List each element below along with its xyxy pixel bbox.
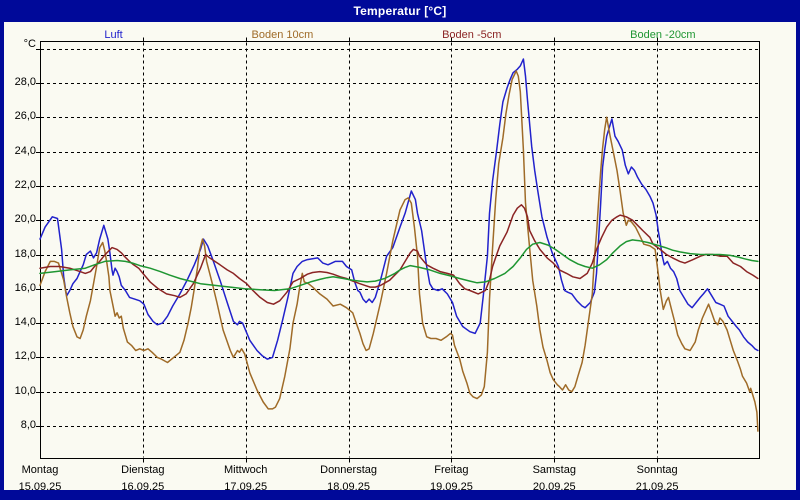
- x-axis-day-label: Montag: [21, 464, 59, 476]
- y-axis-tick-label: 28,0: [14, 76, 36, 88]
- legend: Luft Boden 10cm Boden -5cm Boden -20cm: [40, 28, 760, 42]
- series-line-boden-10cm: [39, 70, 759, 432]
- y-axis-tick-label: 18,0: [14, 247, 36, 260]
- y-axis-tick-label: 10,0: [14, 384, 36, 397]
- x-axis-day-label: Donnerstag: [320, 464, 377, 476]
- x-axis-date-label: 21.09.25: [635, 481, 679, 493]
- legend-item-boden-5cm: Boden -5cm: [442, 29, 502, 41]
- y-axis-tick-label: 22,0: [14, 178, 36, 191]
- x-axis-day-label: Freitag: [434, 464, 469, 476]
- x-axis-day-label: Dienstag: [121, 464, 165, 476]
- y-axis-tick-label: 12,0: [14, 350, 36, 363]
- vertical-gridlines: [143, 37, 658, 463]
- x-axis-date-label: 16.09.25: [121, 481, 165, 493]
- x-axis-date-label: 18.09.25: [327, 481, 370, 493]
- y-axis-tick-label: 26,0: [14, 110, 36, 123]
- series-line-boden-20cm: [39, 239, 759, 292]
- plot-frame: [40, 41, 760, 459]
- x-axis-day-label: Mittwoch: [224, 464, 268, 476]
- y-axis-tick-label: 8,0: [20, 419, 36, 431]
- x-axis-date-label: 17.09.25: [224, 481, 268, 493]
- y-axis-tick-label: 16,0: [14, 281, 36, 294]
- y-axis-tick-label: 20,0: [14, 213, 36, 226]
- title-bar: Temperatur [°C]: [0, 0, 800, 22]
- x-axis-day-label: Samstag: [532, 464, 576, 476]
- legend-item-boden-20cm: Boden -20cm: [630, 29, 696, 41]
- legend-item-luft: Luft: [104, 29, 123, 41]
- x-axis-day-label: Sonntag: [636, 464, 678, 476]
- x-axis-date-label: 20.09.25: [532, 481, 576, 493]
- horizontal-gridlines: [36, 49, 759, 427]
- x-axis-date-label: 19.09.25: [430, 481, 473, 493]
- legend-item-boden-10cm: Boden 10cm: [251, 29, 314, 41]
- chart-content-area: [4, 22, 796, 490]
- series-line-luft: [39, 58, 759, 360]
- chart-title: Temperatur [°C]: [353, 4, 447, 18]
- series-line-boden-5cm: [39, 204, 759, 305]
- x-axis-date-label: 15.09.25: [18, 481, 62, 493]
- y-axis-tick-label: 14,0: [14, 316, 36, 329]
- y-axis-unit-label: °C: [23, 38, 36, 50]
- y-axis-tick-label: 24,0: [14, 144, 36, 157]
